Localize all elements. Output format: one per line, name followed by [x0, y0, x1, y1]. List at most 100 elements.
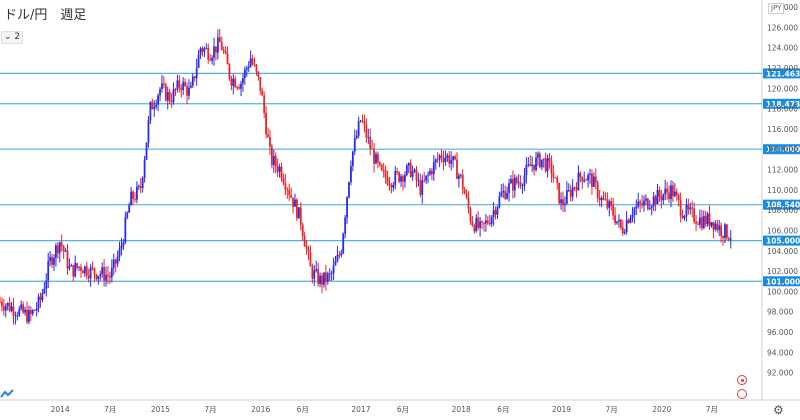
- y-tick-label: 96.000: [767, 328, 793, 337]
- candle-body: [321, 275, 323, 285]
- candle-body: [722, 235, 724, 238]
- candle-body: [68, 266, 71, 269]
- candle-body: [535, 157, 537, 170]
- candle-body: [492, 210, 495, 217]
- candle-body: [687, 204, 690, 210]
- candle-body: [153, 106, 156, 110]
- candle-body: [483, 222, 485, 224]
- gear-icon[interactable]: ⚙: [773, 403, 784, 417]
- candle-body: [249, 58, 252, 67]
- candle-body: [134, 199, 136, 200]
- x-tick-label: 2016: [251, 405, 270, 414]
- candle-body: [64, 250, 67, 252]
- candle-body: [135, 186, 138, 200]
- candle-body: [346, 197, 348, 218]
- candle-body: [571, 187, 574, 197]
- candle-body: [240, 83, 242, 89]
- candle-body: [454, 156, 456, 160]
- candle-body: [159, 89, 161, 96]
- event-marker-icon[interactable]: [737, 389, 747, 399]
- candle-body: [294, 199, 296, 207]
- candle-body: [288, 190, 291, 196]
- candle-body: [299, 207, 302, 225]
- candle-body: [60, 242, 63, 247]
- candle-body: [334, 261, 337, 266]
- candle-body: [415, 169, 418, 181]
- candle-body: [184, 81, 187, 87]
- x-tick-label: 2015: [151, 405, 170, 414]
- level-label-bg: [763, 98, 800, 109]
- candle-body: [232, 78, 235, 86]
- candle-body: [14, 315, 17, 317]
- candle-body: [625, 219, 628, 233]
- candle-body: [679, 199, 682, 216]
- candle-body: [270, 146, 273, 165]
- candle-body: [278, 166, 281, 172]
- candle-body: [311, 266, 314, 279]
- candle-body: [531, 164, 534, 167]
- y-tick-label: 118.000: [767, 105, 798, 114]
- candle-body: [296, 199, 298, 219]
- x-tick-label: 2014: [51, 405, 70, 414]
- candle-body: [708, 213, 711, 226]
- candle-body: [137, 186, 140, 187]
- candle-body: [255, 64, 258, 72]
- candle-body: [282, 178, 285, 184]
- candle-body: [614, 215, 616, 224]
- event-marker-icon[interactable]: [737, 375, 747, 385]
- y-tick-label: 94.000: [767, 348, 793, 357]
- candle-body: [197, 54, 200, 68]
- candle-body: [726, 224, 728, 239]
- candle-body: [340, 252, 343, 256]
- candle-body: [51, 256, 53, 265]
- y-tick-label: 122.000: [767, 64, 798, 73]
- candle-body: [22, 304, 25, 313]
- candle-body: [263, 95, 266, 113]
- candle-body: [631, 214, 634, 218]
- candle-body: [402, 176, 404, 182]
- candle-body: [234, 78, 237, 88]
- candle-body: [484, 220, 487, 224]
- candle-body: [429, 170, 431, 175]
- candle-body: [411, 171, 414, 177]
- candle-body: [201, 48, 204, 52]
- candle-body: [319, 275, 321, 284]
- candle-body: [128, 205, 131, 213]
- candle-body: [533, 164, 535, 170]
- candle-body: [488, 222, 491, 225]
- candle-body: [253, 63, 256, 65]
- collapse-button[interactable]: ⌄ 2: [1, 31, 24, 44]
- candle-body: [139, 186, 142, 189]
- candle-body: [608, 201, 611, 208]
- candle-body: [286, 189, 289, 191]
- candle-body: [672, 185, 674, 197]
- candle-body: [587, 175, 589, 181]
- candle-body: [386, 177, 389, 185]
- candle-body: [303, 236, 306, 247]
- price-axis[interactable]: 92.00094.00096.00098.000100.000102.00010…: [767, 3, 798, 378]
- candle-body: [729, 238, 732, 240]
- candle-body: [188, 87, 190, 96]
- candle-body: [700, 217, 703, 229]
- candle-body: [658, 190, 661, 197]
- candle-body: [132, 191, 134, 200]
- candle-body: [112, 259, 115, 268]
- horizontal-levels[interactable]: 121.463 118.473 114.000 108.540 105.000 101.0…: [0, 68, 800, 287]
- tradingview-logo-icon[interactable]: [0, 384, 14, 398]
- x-tick-label: 6月: [297, 405, 309, 414]
- time-axis[interactable]: 月20147月20157月20166月20176月20186月20197月202…: [0, 405, 718, 414]
- candle-body: [174, 89, 177, 90]
- candle-body: [490, 216, 493, 225]
- candle-body: [324, 272, 327, 282]
- candle-body: [459, 174, 462, 176]
- candle-body: [673, 191, 676, 197]
- candle-body: [182, 81, 185, 91]
- y-tick-label: 110.000: [767, 186, 798, 195]
- candle-body: [355, 135, 358, 139]
- candle-body: [394, 171, 397, 185]
- candle-body: [114, 259, 117, 264]
- level-label: 121.463: [766, 69, 800, 78]
- candle-body: [4, 305, 7, 311]
